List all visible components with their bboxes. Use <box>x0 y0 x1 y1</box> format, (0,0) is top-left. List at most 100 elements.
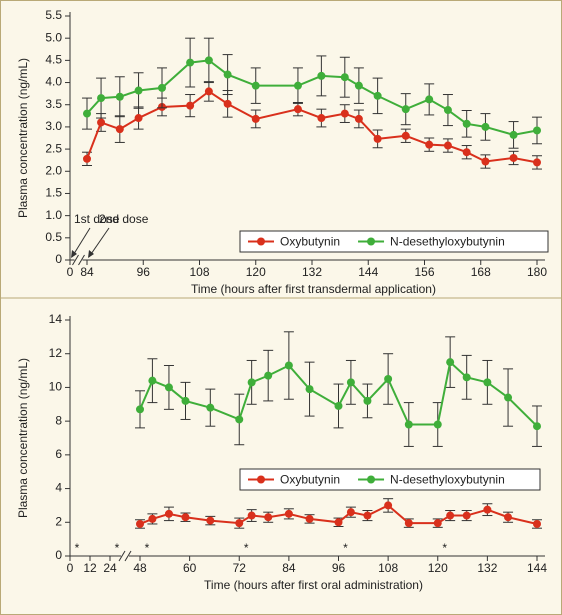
arrow-head <box>71 250 77 258</box>
data-point <box>164 509 173 518</box>
arrow-head <box>88 250 94 258</box>
y-tick-label: 4.5 <box>45 53 62 67</box>
y-tick-label: 0.5 <box>45 230 62 244</box>
y-tick-label: 12 <box>49 346 63 360</box>
annotation-arrow <box>88 227 110 258</box>
x-axis-label: Time (hours after first oral administrat… <box>204 578 423 592</box>
data-point <box>305 514 314 523</box>
y-tick-label: 1.5 <box>45 186 62 200</box>
data-point <box>83 109 91 118</box>
x-tick-label: 144 <box>358 265 378 279</box>
y-tick-label: 2.5 <box>45 141 62 155</box>
data-point <box>334 518 343 527</box>
annotation: * <box>442 541 447 555</box>
legend-marker <box>257 475 265 484</box>
data-point <box>284 509 293 518</box>
data-point <box>462 511 471 520</box>
data-point <box>340 109 349 118</box>
x-tick-label: 180 <box>527 265 547 279</box>
data-point <box>346 508 355 517</box>
data-point <box>148 514 157 523</box>
x-tick-label: 96 <box>137 265 151 279</box>
y-tick-label: 1.0 <box>45 208 62 222</box>
data-point <box>251 114 260 123</box>
axis-break <box>124 550 132 562</box>
legend-label: N-desethyloxybutynin <box>390 235 505 249</box>
axis-break <box>72 254 79 266</box>
legend-label: Oxybutynin <box>280 473 340 487</box>
y-tick-label: 0 <box>55 548 62 562</box>
data-point <box>433 519 442 528</box>
annotation: * <box>115 541 120 555</box>
data-point <box>305 385 314 394</box>
data-point <box>509 130 518 139</box>
legend-marker <box>367 237 376 246</box>
x-tick-label: 132 <box>477 561 497 575</box>
data-point <box>204 87 213 96</box>
x-tick-label: 0 <box>67 265 74 279</box>
data-point <box>134 114 143 123</box>
data-point <box>462 373 471 382</box>
y-tick-label: 0 <box>55 252 62 266</box>
data-point <box>504 513 513 522</box>
axis-break <box>118 550 126 562</box>
data-point <box>384 375 393 383</box>
x-axis-label: Time (hours after first transdermal appl… <box>191 282 436 296</box>
data-point <box>509 153 518 162</box>
data-point <box>401 105 410 114</box>
legend-box <box>239 468 541 491</box>
data-point <box>317 114 326 123</box>
annotation: * <box>75 541 80 555</box>
legend-box <box>239 230 549 253</box>
data-point <box>346 378 355 387</box>
y-axis-label: Plasma concentration (ng/mL) <box>16 358 30 518</box>
legend-label: Oxybutynin <box>280 235 340 249</box>
x-tick-label: 132 <box>302 265 322 279</box>
data-point <box>481 157 490 166</box>
annotation: 1st dose <box>74 212 120 226</box>
data-point <box>373 134 382 143</box>
data-point <box>223 70 232 79</box>
data-point <box>181 513 190 522</box>
y-tick-label: 5.0 <box>45 30 62 44</box>
x-tick-label: 72 <box>233 561 247 575</box>
x-tick-label: 60 <box>183 561 197 575</box>
data-point <box>204 56 213 65</box>
y-axis-label: Plasma concentration (ng/mL) <box>16 58 30 218</box>
data-point <box>401 131 410 140</box>
x-tick-label: 24 <box>103 561 117 575</box>
data-point <box>158 83 166 92</box>
data-point <box>384 501 393 510</box>
x-tick-label: 120 <box>246 265 266 279</box>
data-point <box>235 415 244 424</box>
data-point <box>251 81 260 90</box>
data-point <box>134 86 143 95</box>
data-point <box>354 81 363 90</box>
data-point <box>97 118 106 127</box>
data-point <box>235 519 244 528</box>
data-point <box>446 511 455 520</box>
y-tick-label: 5.5 <box>45 8 62 22</box>
data-point <box>247 511 256 520</box>
data-point <box>443 106 452 115</box>
data-point <box>483 378 492 387</box>
data-point <box>136 405 144 414</box>
annotation: 2nd dose <box>99 212 149 226</box>
x-tick-label: 168 <box>471 265 491 279</box>
data-point <box>483 505 492 514</box>
data-point <box>164 383 173 392</box>
data-point <box>148 376 157 385</box>
data-point <box>363 511 372 520</box>
data-point <box>533 422 541 431</box>
data-point <box>446 358 455 367</box>
legend-marker <box>367 475 376 484</box>
x-tick-label: 84 <box>282 561 296 575</box>
data-point <box>284 361 293 370</box>
data-point <box>504 393 513 402</box>
data-point <box>83 154 91 163</box>
y-tick-label: 10 <box>49 380 63 394</box>
x-tick-label: 84 <box>80 265 94 279</box>
data-point <box>334 401 343 410</box>
